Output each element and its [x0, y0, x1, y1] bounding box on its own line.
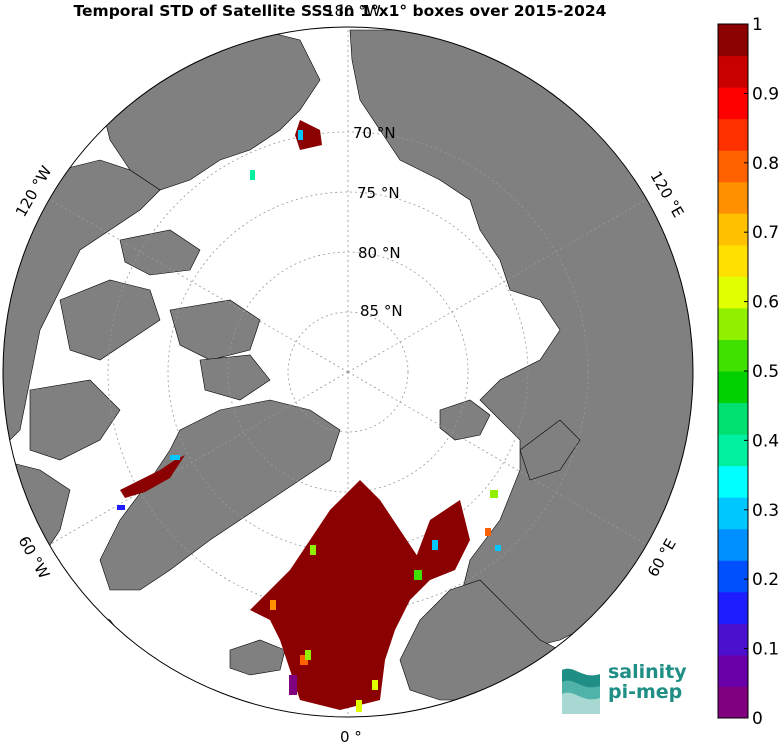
colorbar-segment — [718, 55, 748, 88]
salinity-pi-mep-logo: salinity pi-mep — [560, 660, 690, 720]
colorbar-tick-label: 0.1 — [752, 640, 779, 660]
land-archipelago-4 — [199, 354, 271, 401]
colorbar-segment — [718, 181, 748, 214]
logo-wave-icon — [562, 668, 600, 714]
colorbar-segment — [718, 307, 748, 340]
colorbar-tick-label: 1 — [752, 15, 763, 35]
colorbar-segment — [718, 528, 748, 561]
colorbar-segment — [718, 686, 748, 719]
land-novaya-zemlya — [519, 419, 581, 481]
colorbar-segment — [718, 402, 748, 435]
colorbar-segment — [718, 150, 748, 183]
lon-label-0: 0 ° — [340, 728, 362, 746]
lat-label-75: 75 °N — [357, 184, 400, 202]
land-archipelago-1 — [59, 279, 161, 361]
lat-label-70: 70 °N — [353, 124, 396, 142]
colorbar-tick-label: 0.4 — [752, 431, 779, 451]
data-barents-2 — [295, 120, 322, 150]
land-canada — [3, 159, 161, 451]
colorbar-segment — [718, 654, 748, 687]
sss-std-data — [117, 120, 501, 712]
colorbar-segment — [718, 24, 748, 57]
colorbar-tick-label: 0.5 — [752, 362, 779, 382]
lon-label-180w: 180 °W — [325, 2, 381, 20]
colorbar-tick-label: 0.3 — [752, 501, 779, 521]
colorbar-segment — [718, 465, 748, 498]
colorbar-segment — [718, 213, 748, 246]
colorbar: 0 0.1 0.2 0.3 0.4 0.5 0.6 0.7 0.8 0.9 1 — [717, 15, 779, 729]
colorbar-segment — [718, 276, 748, 309]
data-barents-1 — [415, 500, 470, 580]
colorbar-segment — [718, 591, 748, 624]
colorbar-segment — [718, 244, 748, 277]
colorbar-segment — [718, 87, 748, 120]
colorbar-segment — [718, 371, 748, 404]
colorbar-tick-label: 0.6 — [752, 293, 779, 313]
land-archipelago-5 — [29, 379, 121, 461]
colorbar-segment — [718, 623, 748, 656]
lon-label-60e: 60 °E — [644, 536, 680, 580]
colorbar-segment — [718, 118, 748, 151]
land-svalbard — [439, 399, 491, 441]
land-scandinavia — [399, 579, 561, 701]
map-title: Temporal STD of Satellite SSS in 1°x1° b… — [73, 2, 607, 20]
colorbar-tick-label: 0.7 — [752, 223, 779, 243]
colorbar-tick-label: 0.9 — [752, 84, 779, 104]
logo-text-salinity: salinity — [608, 661, 687, 683]
data-baffin — [120, 455, 185, 498]
land-archipelago-3 — [169, 299, 261, 361]
land-iceland — [229, 639, 286, 676]
colorbar-tick-label: 0 — [752, 709, 763, 729]
colorbar-tick-label: 0.8 — [752, 154, 779, 174]
colorbar-segment — [718, 339, 748, 372]
colorbar-segment — [718, 434, 748, 467]
data-nordic-seas — [250, 480, 430, 710]
land-archipelago-2 — [119, 229, 201, 276]
colorbar-segment — [718, 497, 748, 530]
logo-text-pi-mep: pi-mep — [608, 681, 683, 703]
lat-label-85: 85 °N — [360, 302, 403, 320]
land-greenland — [99, 399, 341, 591]
lat-label-80: 80 °N — [358, 244, 401, 262]
colorbar-tick-label: 0.2 — [752, 570, 779, 590]
colorbar-segment — [718, 560, 748, 593]
